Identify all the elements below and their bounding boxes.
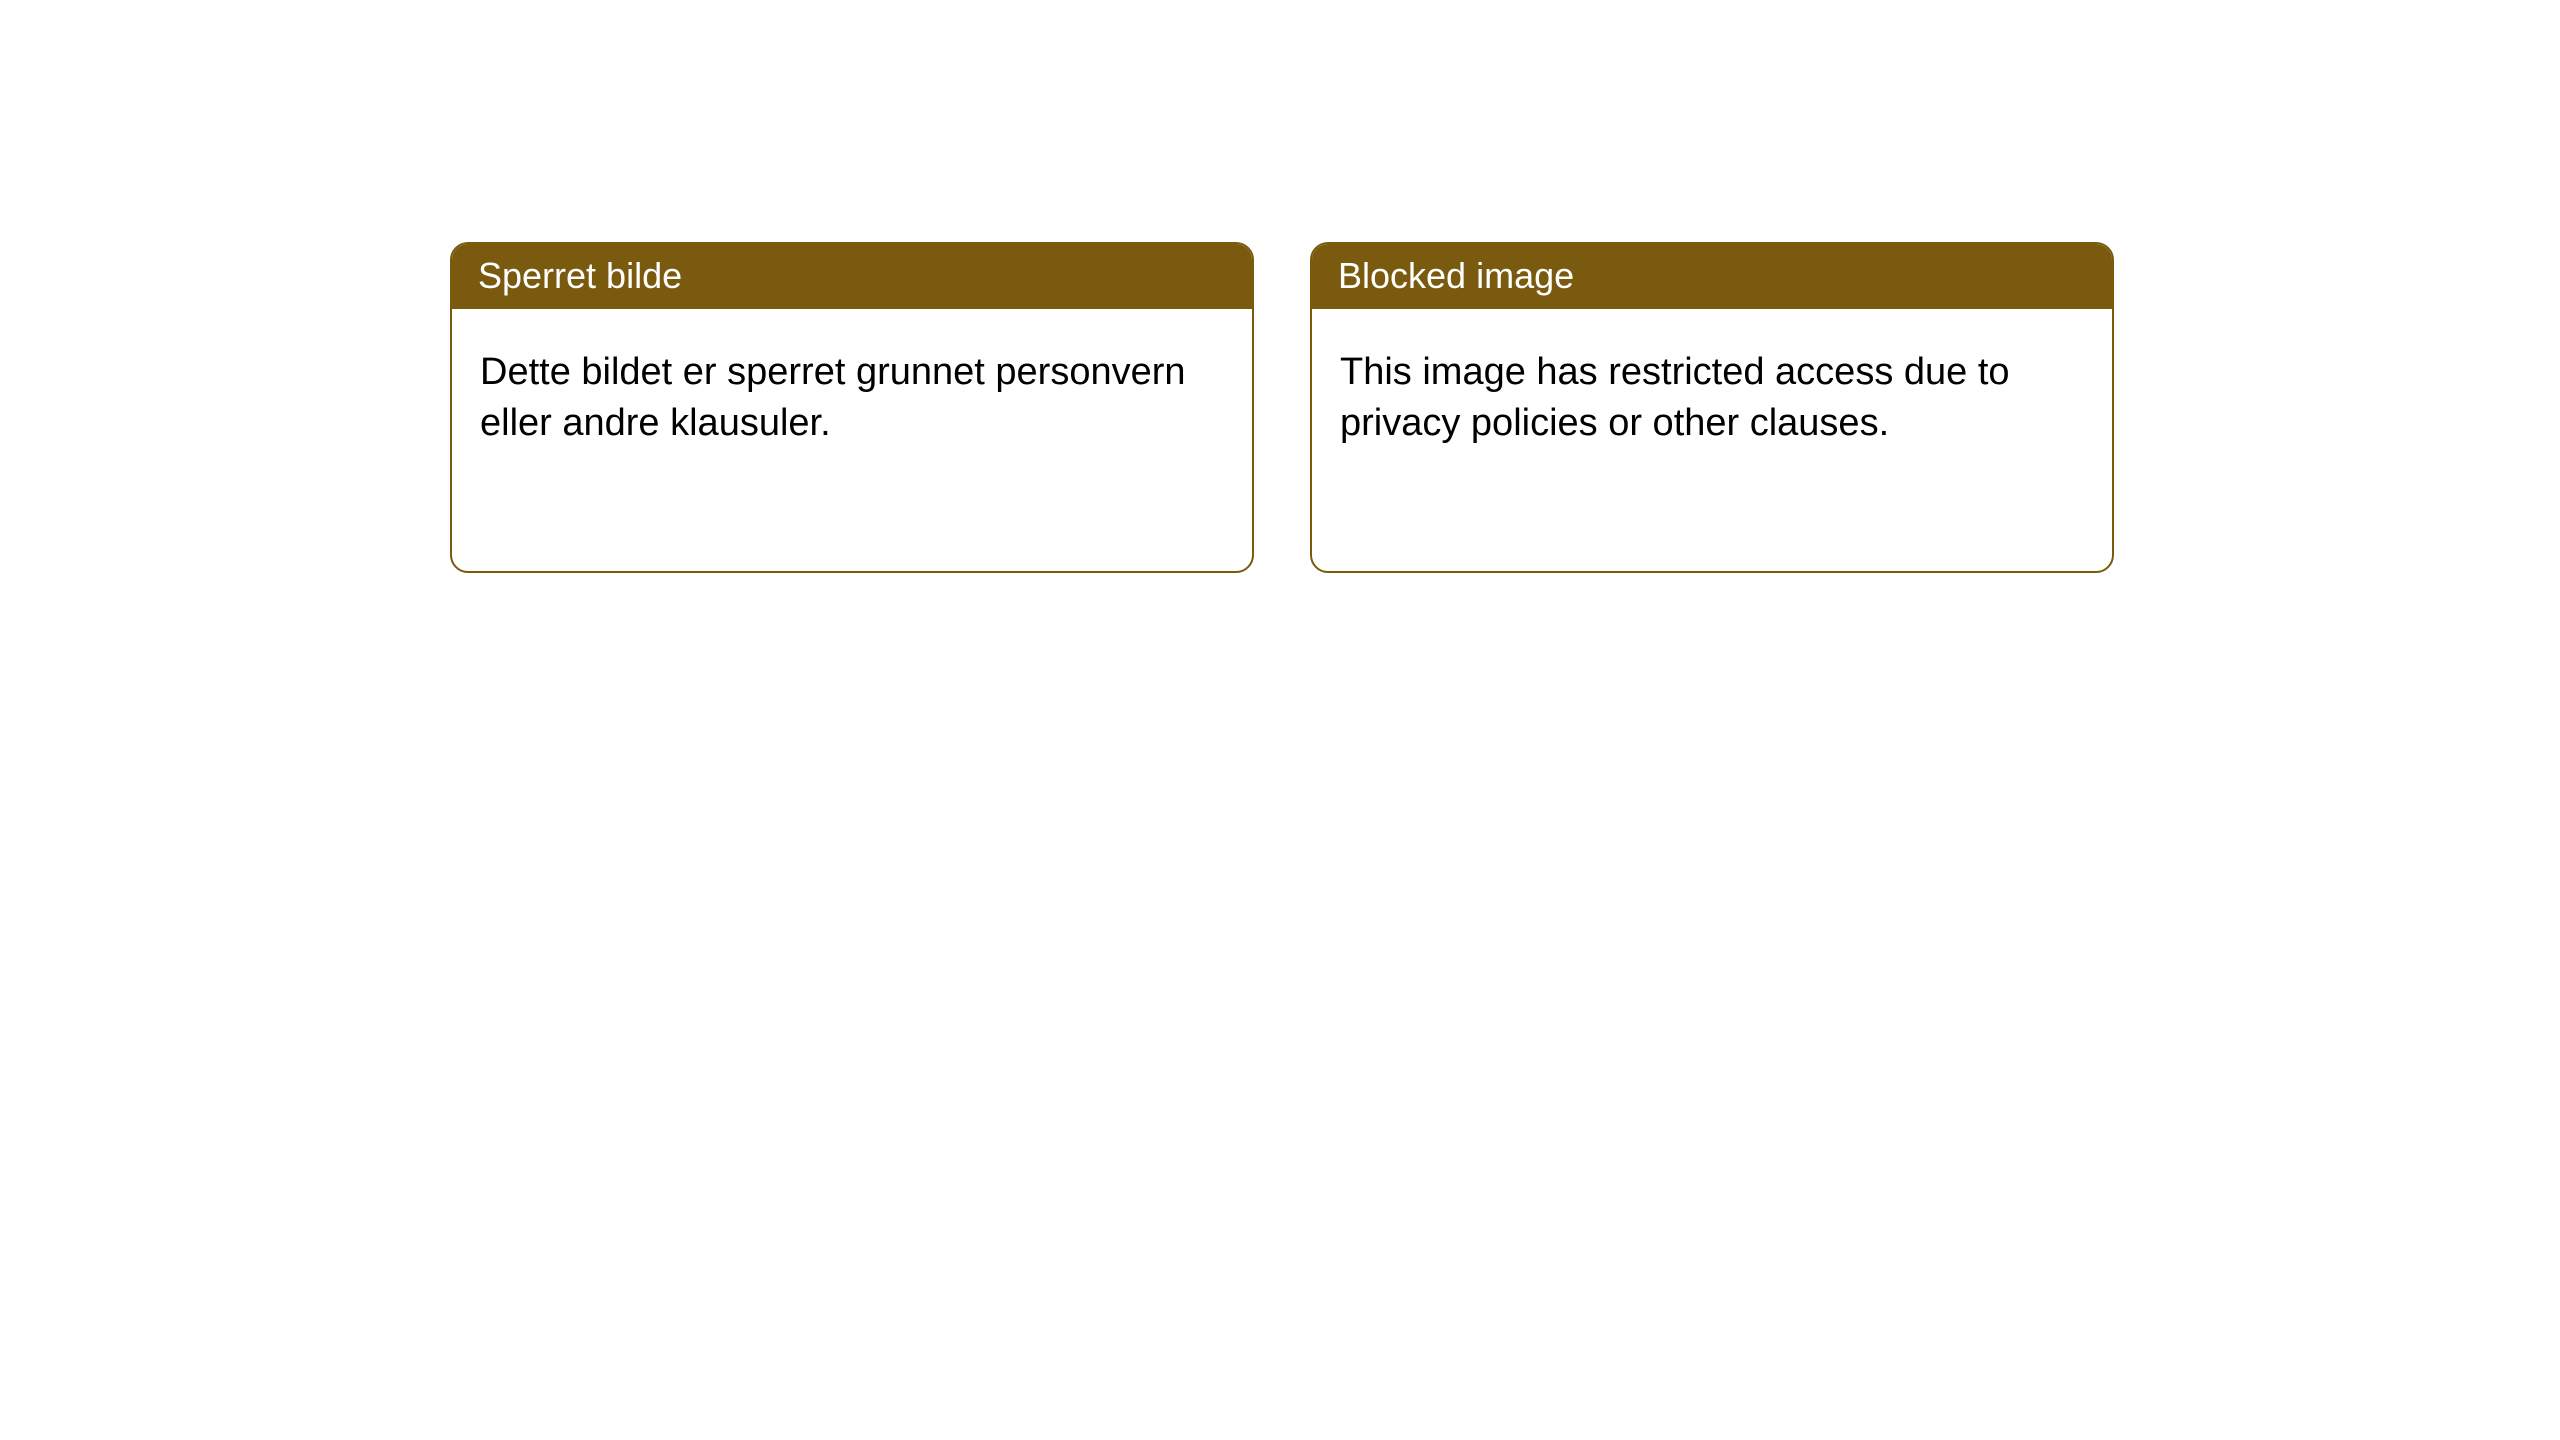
- notice-body: This image has restricted access due to …: [1312, 309, 2112, 571]
- notice-body: Dette bildet er sperret grunnet personve…: [452, 309, 1252, 571]
- notice-container: Sperret bilde Dette bildet er sperret gr…: [0, 0, 2560, 573]
- notice-title: Blocked image: [1312, 244, 2112, 309]
- notice-title: Sperret bilde: [452, 244, 1252, 309]
- notice-card-norwegian: Sperret bilde Dette bildet er sperret gr…: [450, 242, 1254, 573]
- notice-card-english: Blocked image This image has restricted …: [1310, 242, 2114, 573]
